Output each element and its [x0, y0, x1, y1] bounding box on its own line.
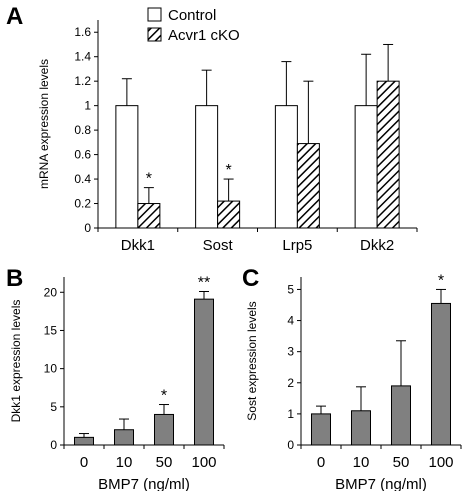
legend-label-acvr1-cko: Acvr1 cKO — [168, 27, 240, 44]
bar-b-10 — [114, 429, 134, 446]
bar-a-acvr1-cko-dkk1 — [137, 203, 161, 229]
y-tick-label-b: 5 — [50, 400, 57, 414]
y-tick-label-b: 10 — [44, 362, 58, 376]
bar-b-100 — [194, 298, 214, 446]
y-axis-label-b: Dkk1 expression levels — [9, 300, 23, 423]
bar-a-acvr1-cko-dkk2 — [376, 80, 400, 229]
y-tick-label-a: 0.4 — [74, 172, 91, 186]
chart-a: 0 0.2 0.4 0.6 0.8 1 1.2 1.4 1.6 mRNA expression l… — [37, 7, 418, 254]
significance-marker-b: ** — [198, 275, 210, 292]
bar-b-50 — [154, 413, 174, 446]
x-tick-label-b: 100 — [191, 454, 216, 471]
x-tick-label-c: 10 — [353, 454, 370, 471]
x-tick-label-c: 0 — [317, 454, 325, 471]
x-tick-label-c: 50 — [393, 454, 410, 471]
bar-c-0 — [311, 413, 331, 446]
y-tick-label-a: 0 — [84, 221, 91, 235]
bar-a-control-lrp5 — [274, 105, 298, 229]
panel-letter-c: C — [242, 265, 259, 292]
x-tick-label-b: 10 — [116, 454, 133, 471]
y-tick-label-b: 0 — [50, 438, 57, 452]
y-tick-label-b: 15 — [44, 323, 58, 337]
x-tick-label-b: 0 — [80, 454, 88, 471]
significance-marker-c: * — [438, 272, 444, 289]
legend-swatch-acvr1-cko — [147, 27, 162, 42]
significance-marker-a: * — [146, 171, 152, 188]
bar-a-acvr1-cko-sost — [217, 200, 241, 229]
x-tick-label-a: Sost — [203, 237, 234, 254]
y-tick-label-c: 2 — [287, 376, 294, 390]
y-tick-label-a: 1.6 — [74, 25, 91, 39]
significance-marker-a: * — [226, 162, 232, 179]
y-axis-label-c: Sost expression levels — [245, 301, 259, 420]
y-tick-label-a: 0.8 — [74, 123, 91, 137]
bar-a-acvr1-cko-lrp5 — [296, 143, 320, 229]
legend-swatch-control — [147, 7, 162, 22]
y-tick-label-c: 5 — [287, 282, 294, 296]
x-axis-label-b: BMP7 (ng/ml) — [98, 476, 190, 491]
y-tick-label-a: 0.2 — [74, 197, 91, 211]
x-tick-label-a: Dkk2 — [360, 237, 394, 254]
y-tick-label-b: 20 — [44, 285, 58, 299]
y-axis-label-a: mRNA expression levels — [37, 59, 51, 189]
y-tick-label-c: 4 — [287, 314, 294, 328]
x-tick-label-a: Dkk1 — [121, 237, 155, 254]
x-axis-label-c: BMP7 (ng/ml) — [335, 476, 427, 491]
y-tick-label-a: 1.4 — [74, 50, 91, 64]
bar-a-control-dkk1 — [115, 105, 139, 229]
bar-c-10 — [351, 410, 371, 446]
bar-c-100 — [431, 302, 451, 446]
y-tick-label-a: 0.6 — [74, 148, 91, 162]
panel-letter-a: A — [6, 3, 23, 30]
significance-marker-b: * — [161, 388, 167, 405]
bar-a-control-dkk2 — [354, 105, 378, 229]
bar-c-50 — [391, 385, 411, 446]
y-tick-label-c: 0 — [287, 438, 294, 452]
legend-label-control: Control — [168, 7, 216, 24]
x-tick-label-a: Lrp5 — [282, 237, 312, 254]
bar-b-0 — [74, 436, 94, 446]
x-tick-label-b: 50 — [156, 454, 173, 471]
y-tick-label-c: 1 — [287, 407, 294, 421]
y-tick-label-a: 1 — [84, 99, 91, 113]
chart-c: 0 1 2 3 4 5 Sost expression levels 0 10 50 100BMP7… — [245, 272, 462, 491]
x-tick-label-c: 100 — [428, 454, 453, 471]
y-tick-label-a: 1.2 — [74, 74, 91, 88]
y-tick-label-c: 3 — [287, 345, 294, 359]
chart-b: 0 5 10 15 20 Dkk1 expression levels 0 10 50 100BM… — [9, 275, 225, 491]
panel-letter-b: B — [6, 265, 23, 292]
bar-a-control-sost — [195, 105, 219, 229]
